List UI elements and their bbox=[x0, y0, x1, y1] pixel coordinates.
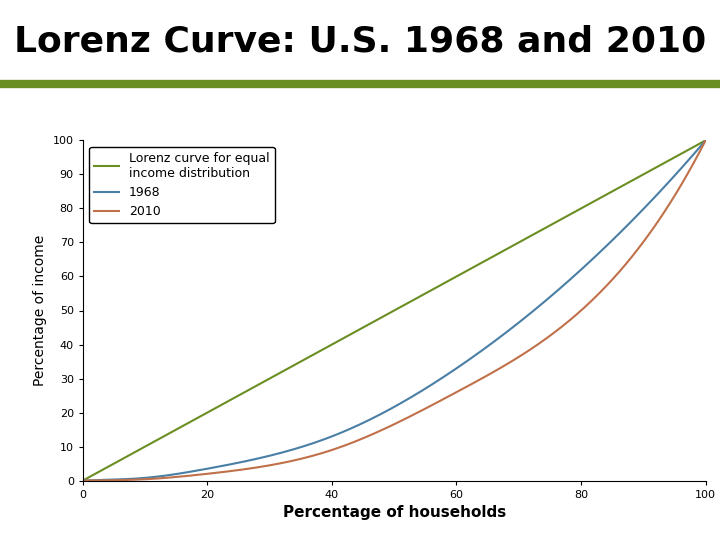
Line: 2010: 2010 bbox=[83, 140, 706, 481]
1968 bbox=[449, 367, 458, 374]
1968 bbox=[701, 137, 710, 144]
2010 bbox=[589, 296, 598, 302]
Legend: Lorenz curve for equal
income distribution, 1968, 2010: Lorenz curve for equal income distributi… bbox=[89, 147, 274, 223]
1968 bbox=[78, 477, 87, 484]
Y-axis label: Percentage of income: Percentage of income bbox=[33, 235, 48, 386]
1968 bbox=[374, 412, 383, 418]
1968 bbox=[686, 154, 695, 161]
Line: 1968: 1968 bbox=[83, 140, 706, 481]
2010 bbox=[686, 165, 695, 172]
2010 bbox=[701, 137, 710, 144]
1968 bbox=[589, 255, 598, 262]
2010 bbox=[449, 390, 458, 397]
2010 bbox=[374, 428, 383, 435]
2010 bbox=[378, 427, 387, 433]
1968 bbox=[378, 410, 387, 416]
Text: Lorenz Curve: U.S. 1968 and 2010: Lorenz Curve: U.S. 1968 and 2010 bbox=[14, 24, 706, 58]
1968 bbox=[415, 389, 424, 395]
2010 bbox=[415, 408, 424, 415]
X-axis label: Percentage of households: Percentage of households bbox=[282, 505, 506, 520]
2010 bbox=[78, 477, 87, 484]
